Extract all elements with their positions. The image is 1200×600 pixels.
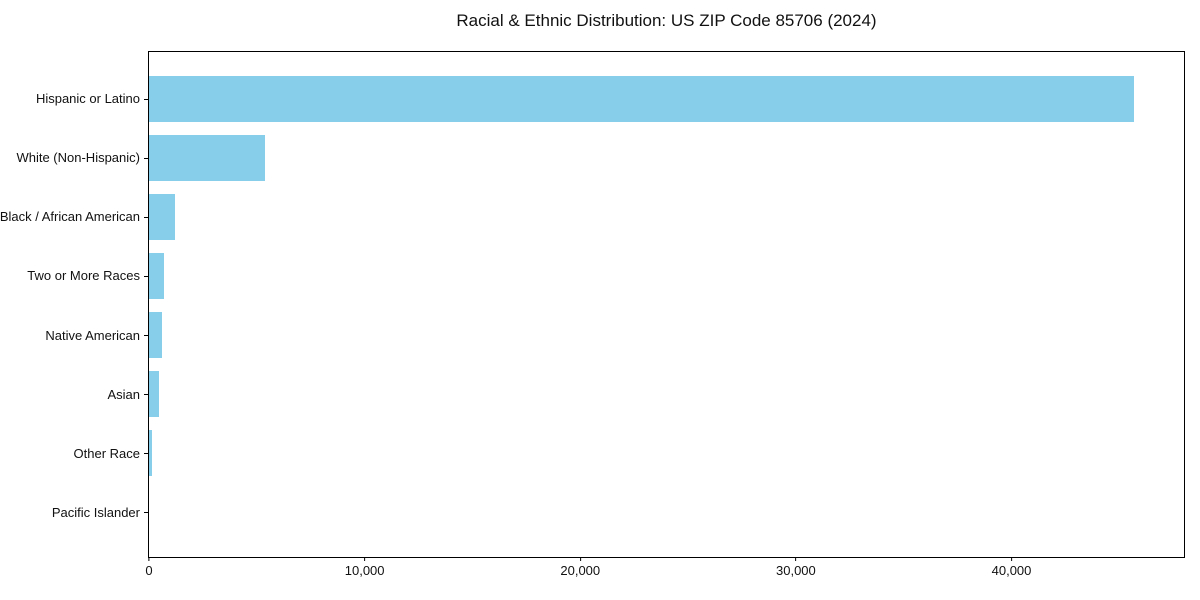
y-tick-mark bbox=[144, 98, 148, 100]
bar bbox=[149, 312, 163, 359]
y-tick-mark bbox=[144, 453, 148, 455]
x-tick: 20,000 bbox=[560, 557, 600, 577]
bar bbox=[149, 252, 164, 299]
bar-row: Pacific Islander bbox=[52, 483, 1184, 542]
plot-area: Hispanic or Latino White (Non-Hispanic) Bl… bbox=[0, 51, 1185, 577]
bar-row: Asian bbox=[107, 365, 1184, 424]
y-tick-mark bbox=[144, 335, 148, 337]
x-tick-mark bbox=[364, 557, 366, 561]
bar-row: Other Race bbox=[74, 424, 1184, 483]
category-label: Hispanic or Latino bbox=[35, 91, 140, 107]
x-tick: 10,000 bbox=[345, 557, 385, 577]
category-label: Asian bbox=[107, 386, 140, 402]
category-label: Black / African American bbox=[0, 209, 140, 225]
bar-row: White (Non-Hispanic) bbox=[16, 128, 1184, 187]
x-tick-label: 20,000 bbox=[560, 563, 601, 578]
x-tick-label: 10,000 bbox=[344, 563, 385, 578]
x-tick: 40,000 bbox=[991, 557, 1032, 578]
x-tick-label: 40,000 bbox=[991, 563, 1032, 578]
bar bbox=[149, 430, 153, 477]
x-tick: 0 bbox=[145, 557, 153, 578]
y-tick-mark bbox=[144, 512, 148, 514]
y-tick-mark bbox=[144, 216, 148, 218]
x-tick: 30,000 bbox=[776, 557, 816, 577]
x-tick-mark bbox=[579, 557, 581, 561]
bar bbox=[149, 371, 160, 418]
category-label: Pacific Islander bbox=[51, 504, 140, 520]
y-tick-mark bbox=[144, 275, 148, 277]
x-tick-mark bbox=[148, 557, 150, 561]
chart-title: Racial & Ethnic Distribution: US ZIP Cod… bbox=[456, 11, 877, 30]
bar-row: Native American bbox=[45, 306, 1184, 365]
bar bbox=[149, 193, 175, 240]
bar-row: Two or More Races bbox=[27, 246, 1184, 305]
y-tick-mark bbox=[144, 394, 148, 396]
category-label: Other Race bbox=[73, 445, 140, 461]
bar bbox=[149, 134, 266, 181]
x-tick-label: 30,000 bbox=[775, 563, 816, 578]
x-tick-mark bbox=[795, 557, 797, 561]
bar-row: Hispanic or Latino bbox=[36, 69, 1184, 128]
category-label: Two or More Races bbox=[27, 268, 140, 284]
category-label: White (Non-Hispanic) bbox=[16, 150, 140, 166]
x-tick-label: 0 bbox=[145, 563, 153, 578]
bar-row: Black / African American bbox=[0, 187, 1184, 246]
y-tick-mark bbox=[144, 157, 148, 159]
bar bbox=[149, 75, 1135, 122]
category-label: Native American bbox=[45, 327, 140, 343]
x-tick-mark bbox=[1010, 557, 1012, 561]
